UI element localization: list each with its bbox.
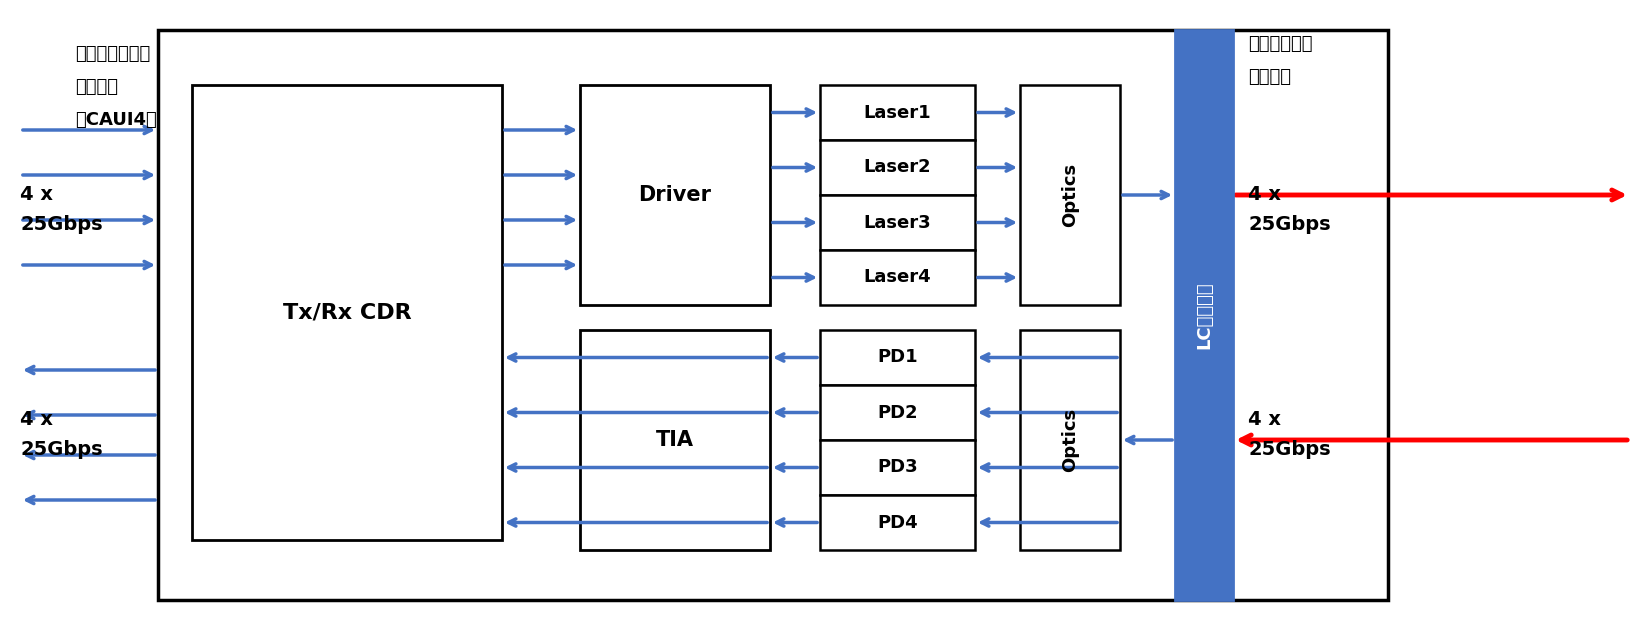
Bar (819, 440, 975, 495)
Text: Tx/Rx CDR: Tx/Rx CDR (282, 302, 411, 322)
Bar (192, 85, 502, 540)
Text: 4 x: 4 x (1247, 185, 1280, 204)
Text: 25Gbps: 25Gbps (20, 215, 102, 234)
Text: Laser3: Laser3 (864, 213, 932, 232)
Text: 4 x: 4 x (1247, 410, 1280, 429)
Text: 4 x: 4 x (20, 185, 53, 204)
Bar (819, 250, 975, 305)
Bar (580, 85, 770, 305)
Bar (819, 385, 975, 440)
Bar (819, 140, 975, 195)
Text: LCコネクタ: LCコネクタ (1194, 281, 1213, 349)
Text: Laser4: Laser4 (864, 269, 932, 287)
Text: 25Gbps: 25Gbps (1247, 215, 1330, 234)
Text: PD4: PD4 (877, 513, 919, 531)
Bar (819, 85, 975, 140)
Bar (819, 330, 975, 385)
Bar (580, 330, 770, 550)
Text: 4 x: 4 x (20, 410, 53, 429)
Text: フェース: フェース (74, 78, 117, 96)
Text: Driver: Driver (639, 185, 712, 205)
Bar (1019, 85, 1120, 305)
Text: 電気側インター: 電気側インター (74, 45, 150, 63)
Text: PD2: PD2 (877, 404, 919, 421)
Bar (819, 195, 975, 250)
Bar (1175, 30, 1232, 600)
Text: 光側インター: 光側インター (1247, 35, 1312, 53)
Text: PD3: PD3 (877, 458, 919, 476)
Text: 25Gbps: 25Gbps (20, 440, 102, 459)
Text: PD1: PD1 (877, 349, 919, 366)
Bar (1019, 330, 1120, 550)
Text: フェース: フェース (1247, 68, 1290, 86)
Text: 25Gbps: 25Gbps (1247, 440, 1330, 459)
Text: （CAUI4）: （CAUI4） (74, 111, 157, 129)
Text: TIA: TIA (656, 430, 694, 450)
Text: Optics: Optics (1061, 163, 1079, 227)
Text: Optics: Optics (1061, 408, 1079, 472)
Text: Laser1: Laser1 (864, 103, 932, 121)
Bar (159, 30, 1388, 600)
Text: Laser2: Laser2 (864, 158, 932, 177)
Bar (819, 495, 975, 550)
